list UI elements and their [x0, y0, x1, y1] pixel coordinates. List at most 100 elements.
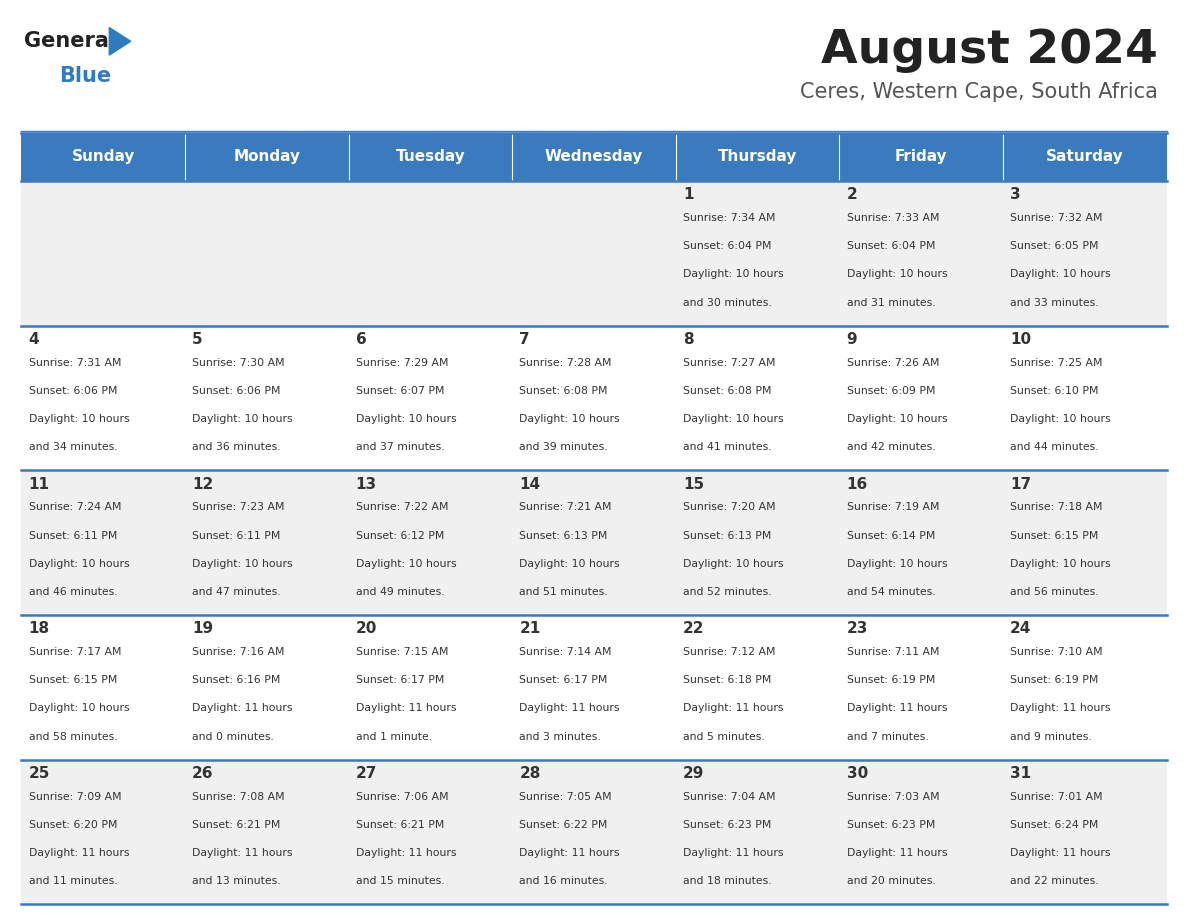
Bar — [21, 133, 185, 181]
Text: and 1 minute.: and 1 minute. — [355, 732, 432, 742]
Text: Sunset: 6:13 PM: Sunset: 6:13 PM — [519, 531, 608, 541]
Bar — [676, 759, 840, 904]
Text: Daylight: 10 hours: Daylight: 10 hours — [683, 269, 784, 279]
Text: Daylight: 11 hours: Daylight: 11 hours — [1010, 848, 1111, 858]
Bar — [348, 181, 512, 326]
Bar — [840, 181, 1003, 326]
Text: Sunrise: 7:04 AM: Sunrise: 7:04 AM — [683, 791, 776, 801]
Bar — [185, 326, 348, 470]
Text: Sunset: 6:24 PM: Sunset: 6:24 PM — [1010, 820, 1099, 830]
Bar — [676, 615, 840, 759]
Bar — [512, 615, 676, 759]
Text: Sunset: 6:16 PM: Sunset: 6:16 PM — [192, 676, 280, 685]
Text: Sunset: 6:06 PM: Sunset: 6:06 PM — [192, 386, 280, 396]
Text: 8: 8 — [683, 332, 694, 347]
Text: 2: 2 — [847, 187, 858, 202]
Text: Daylight: 10 hours: Daylight: 10 hours — [355, 414, 456, 424]
Bar — [21, 470, 185, 615]
Text: and 33 minutes.: and 33 minutes. — [1010, 297, 1099, 308]
Text: 21: 21 — [519, 621, 541, 636]
Text: Daylight: 11 hours: Daylight: 11 hours — [1010, 703, 1111, 713]
Text: Sunrise: 7:18 AM: Sunrise: 7:18 AM — [1010, 502, 1102, 512]
Text: Sunset: 6:23 PM: Sunset: 6:23 PM — [847, 820, 935, 830]
Bar — [512, 326, 676, 470]
Text: Daylight: 11 hours: Daylight: 11 hours — [192, 848, 292, 858]
Text: Sunrise: 7:20 AM: Sunrise: 7:20 AM — [683, 502, 776, 512]
Text: 27: 27 — [355, 766, 377, 781]
Text: 4: 4 — [29, 332, 39, 347]
Text: Daylight: 10 hours: Daylight: 10 hours — [29, 703, 129, 713]
Text: Daylight: 10 hours: Daylight: 10 hours — [29, 414, 129, 424]
Text: and 56 minutes.: and 56 minutes. — [1010, 587, 1099, 597]
Text: Sunrise: 7:30 AM: Sunrise: 7:30 AM — [192, 358, 285, 367]
Text: Sunset: 6:04 PM: Sunset: 6:04 PM — [847, 241, 935, 252]
Text: Sunrise: 7:28 AM: Sunrise: 7:28 AM — [519, 358, 612, 367]
Text: Sunrise: 7:05 AM: Sunrise: 7:05 AM — [519, 791, 612, 801]
Text: Sunset: 6:11 PM: Sunset: 6:11 PM — [29, 531, 116, 541]
Text: Sunset: 6:19 PM: Sunset: 6:19 PM — [1010, 676, 1099, 685]
Text: Sunset: 6:19 PM: Sunset: 6:19 PM — [847, 676, 935, 685]
Text: Sunset: 6:10 PM: Sunset: 6:10 PM — [1010, 386, 1099, 396]
Text: Sunset: 6:08 PM: Sunset: 6:08 PM — [519, 386, 608, 396]
Text: and 34 minutes.: and 34 minutes. — [29, 442, 118, 453]
Text: Daylight: 10 hours: Daylight: 10 hours — [1010, 559, 1111, 569]
Text: 11: 11 — [29, 476, 50, 492]
Text: and 7 minutes.: and 7 minutes. — [847, 732, 928, 742]
Text: Sunrise: 7:11 AM: Sunrise: 7:11 AM — [847, 647, 939, 657]
Text: Sunrise: 7:01 AM: Sunrise: 7:01 AM — [1010, 791, 1102, 801]
Text: and 20 minutes.: and 20 minutes. — [847, 877, 935, 886]
Bar — [676, 181, 840, 326]
Text: Sunset: 6:17 PM: Sunset: 6:17 PM — [355, 676, 444, 685]
Text: and 16 minutes.: and 16 minutes. — [519, 877, 608, 886]
Text: Sunset: 6:09 PM: Sunset: 6:09 PM — [847, 386, 935, 396]
Text: Daylight: 10 hours: Daylight: 10 hours — [847, 559, 947, 569]
Text: and 13 minutes.: and 13 minutes. — [192, 877, 280, 886]
Text: 29: 29 — [683, 766, 704, 781]
Bar — [21, 615, 185, 759]
Text: Sunset: 6:22 PM: Sunset: 6:22 PM — [519, 820, 608, 830]
Text: Sunset: 6:21 PM: Sunset: 6:21 PM — [355, 820, 444, 830]
Bar — [1003, 133, 1167, 181]
Text: August 2024: August 2024 — [821, 28, 1158, 73]
Text: Sunrise: 7:33 AM: Sunrise: 7:33 AM — [847, 213, 939, 223]
Text: Sunset: 6:11 PM: Sunset: 6:11 PM — [192, 531, 280, 541]
Bar — [1003, 615, 1167, 759]
Text: Friday: Friday — [895, 150, 948, 164]
Text: Sunset: 6:17 PM: Sunset: 6:17 PM — [519, 676, 608, 685]
Text: 16: 16 — [847, 476, 867, 492]
Text: Daylight: 10 hours: Daylight: 10 hours — [683, 559, 784, 569]
Text: 31: 31 — [1010, 766, 1031, 781]
Text: and 22 minutes.: and 22 minutes. — [1010, 877, 1099, 886]
Text: Monday: Monday — [233, 150, 301, 164]
Text: Daylight: 10 hours: Daylight: 10 hours — [1010, 269, 1111, 279]
Text: Daylight: 10 hours: Daylight: 10 hours — [1010, 414, 1111, 424]
Text: Sunrise: 7:26 AM: Sunrise: 7:26 AM — [847, 358, 939, 367]
Text: Blue: Blue — [59, 66, 112, 86]
Text: 3: 3 — [1010, 187, 1020, 202]
Text: Sunrise: 7:16 AM: Sunrise: 7:16 AM — [192, 647, 285, 657]
Bar — [21, 759, 185, 904]
Text: Saturday: Saturday — [1045, 150, 1124, 164]
Text: Sunset: 6:04 PM: Sunset: 6:04 PM — [683, 241, 771, 252]
Text: Daylight: 11 hours: Daylight: 11 hours — [847, 848, 947, 858]
Bar — [348, 759, 512, 904]
Text: Daylight: 11 hours: Daylight: 11 hours — [519, 848, 620, 858]
Text: Ceres, Western Cape, South Africa: Ceres, Western Cape, South Africa — [801, 82, 1158, 102]
Bar — [840, 615, 1003, 759]
Text: and 58 minutes.: and 58 minutes. — [29, 732, 118, 742]
Bar — [1003, 470, 1167, 615]
Text: and 54 minutes.: and 54 minutes. — [847, 587, 935, 597]
Bar — [1003, 759, 1167, 904]
Text: 17: 17 — [1010, 476, 1031, 492]
Text: Sunrise: 7:22 AM: Sunrise: 7:22 AM — [355, 502, 448, 512]
Text: Sunset: 6:13 PM: Sunset: 6:13 PM — [683, 531, 771, 541]
Text: 20: 20 — [355, 621, 377, 636]
Text: 7: 7 — [519, 332, 530, 347]
Text: Sunrise: 7:17 AM: Sunrise: 7:17 AM — [29, 647, 121, 657]
Bar — [348, 133, 512, 181]
Text: Sunrise: 7:34 AM: Sunrise: 7:34 AM — [683, 213, 776, 223]
Text: Daylight: 10 hours: Daylight: 10 hours — [29, 559, 129, 569]
Text: Sunset: 6:23 PM: Sunset: 6:23 PM — [683, 820, 771, 830]
Text: Sunset: 6:14 PM: Sunset: 6:14 PM — [847, 531, 935, 541]
Text: Sunset: 6:20 PM: Sunset: 6:20 PM — [29, 820, 116, 830]
